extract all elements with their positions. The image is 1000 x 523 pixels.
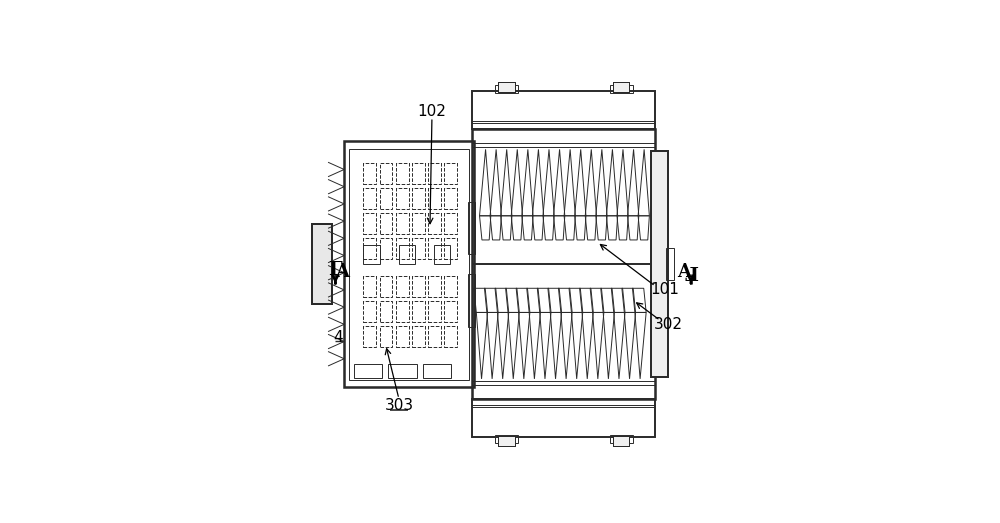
Bar [363, 276, 376, 297]
Text: Γ: Γ [684, 261, 698, 279]
Bar [380, 238, 392, 259]
Bar [495, 435, 518, 444]
Bar [396, 326, 409, 347]
Bar [444, 326, 457, 347]
Bar [363, 188, 376, 209]
Bar [380, 276, 392, 297]
Bar [412, 213, 425, 234]
Bar [412, 326, 425, 347]
Bar [428, 301, 441, 322]
Bar [363, 245, 380, 264]
Bar [412, 163, 425, 185]
Bar [613, 436, 629, 446]
Bar [498, 82, 515, 92]
Bar [380, 326, 392, 347]
Bar [444, 188, 457, 209]
Bar [388, 364, 417, 378]
Bar [399, 245, 415, 264]
Bar [363, 301, 376, 322]
Bar [349, 149, 469, 380]
Bar [495, 85, 518, 93]
Bar [613, 82, 629, 92]
Bar [472, 399, 655, 437]
Bar [498, 436, 515, 446]
Bar [412, 188, 425, 209]
Bar [380, 213, 392, 234]
Bar [498, 436, 515, 446]
Bar [428, 163, 441, 185]
Bar [302, 253, 308, 276]
Text: 303: 303 [384, 399, 413, 413]
Bar [428, 326, 441, 347]
Bar [412, 276, 425, 297]
Text: 302: 302 [654, 317, 683, 332]
Bar [468, 274, 475, 326]
Bar [472, 91, 655, 129]
Bar [412, 301, 425, 322]
Bar [428, 276, 441, 297]
Bar [468, 202, 475, 254]
Bar [444, 163, 457, 185]
Text: 101: 101 [650, 282, 679, 297]
Text: A: A [677, 263, 691, 281]
Bar [312, 224, 332, 304]
Bar [396, 163, 409, 185]
Bar [610, 85, 633, 93]
Bar [444, 238, 457, 259]
Bar [396, 276, 409, 297]
Bar [613, 82, 629, 92]
Bar [344, 141, 474, 387]
Bar [354, 364, 382, 378]
Bar [428, 213, 441, 234]
Bar [423, 364, 451, 378]
Bar [444, 276, 457, 297]
Bar [428, 238, 441, 259]
Text: Γ: Γ [328, 261, 342, 279]
Bar [666, 248, 674, 280]
Bar [396, 238, 409, 259]
Bar [380, 188, 392, 209]
Bar [610, 435, 633, 444]
Bar [498, 82, 515, 92]
Bar [312, 224, 332, 304]
Text: A: A [336, 263, 350, 281]
Bar [396, 213, 409, 234]
Text: 102: 102 [418, 104, 446, 119]
Bar [412, 238, 425, 259]
Bar [363, 238, 376, 259]
Bar [613, 436, 629, 446]
Bar [396, 301, 409, 322]
Bar [428, 188, 441, 209]
Bar [651, 151, 668, 377]
Bar [380, 301, 392, 322]
Bar [380, 163, 392, 185]
Bar [363, 213, 376, 234]
Bar [302, 253, 308, 276]
Bar [396, 188, 409, 209]
Bar [444, 301, 457, 322]
Bar [434, 245, 450, 264]
Bar [651, 151, 668, 377]
Bar [444, 213, 457, 234]
Bar [363, 326, 376, 347]
Bar [363, 163, 376, 185]
Text: 4: 4 [334, 330, 343, 345]
Bar [472, 129, 655, 399]
